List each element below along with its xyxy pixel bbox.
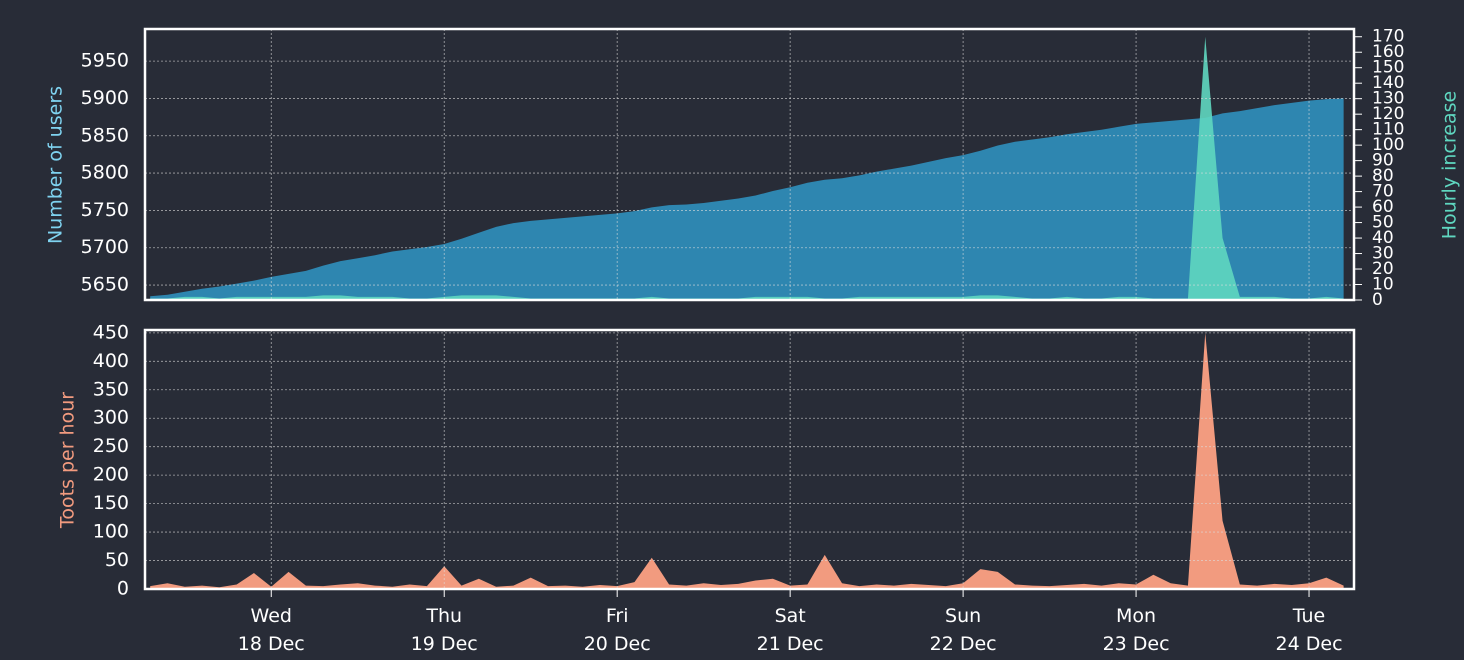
y2-tick-label: 90: [1372, 151, 1394, 171]
x-tick-label: Tue 24 Dec: [1276, 605, 1343, 655]
y2-tick-label: 150: [1372, 58, 1404, 78]
y2-tick-label: 40: [1372, 228, 1394, 248]
y2-tick-label: 130: [1372, 89, 1404, 109]
y2-axis-label: Hourly increase: [1439, 91, 1461, 239]
y-tick-label: 450: [93, 321, 129, 343]
y2-tick-label: 110: [1372, 120, 1404, 140]
y2-tick-label: 30: [1372, 244, 1394, 264]
y-tick-label: 200: [93, 464, 129, 486]
y2-tick-label: 80: [1372, 166, 1394, 186]
y2-tick-label: 0: [1372, 290, 1383, 310]
y-tick-label: 5650: [81, 274, 129, 296]
y2-tick-label: 160: [1372, 42, 1404, 62]
y-tick-label: 5850: [81, 124, 129, 146]
x-tick-label: Fri 20 Dec: [584, 605, 651, 655]
y2-tick-label: 100: [1372, 135, 1404, 155]
y2-tick-label: 60: [1372, 197, 1394, 217]
y-axis-label: Number of users: [45, 86, 67, 244]
y-tick-label: 250: [93, 435, 129, 457]
x-tick-label: Thu 19 Dec: [411, 605, 478, 655]
y-axis-label: Toots per hour: [57, 392, 79, 529]
y-tick-label: 100: [93, 521, 129, 543]
y-tick-label: 350: [93, 378, 129, 400]
y-tick-label: 5700: [81, 236, 129, 258]
y2-tick-label: 140: [1372, 73, 1404, 93]
y-tick-label: 150: [93, 492, 129, 514]
y2-tick-label: 120: [1372, 104, 1404, 124]
y-tick-label: 50: [105, 549, 129, 571]
x-tick-label: Sun 22 Dec: [930, 605, 997, 655]
y-tick-label: 5900: [81, 87, 129, 109]
y2-tick-label: 170: [1372, 27, 1404, 47]
plot-frame: [143, 27, 1356, 302]
y2-tick-label: 20: [1372, 259, 1394, 279]
x-tick-label: Mon 23 Dec: [1103, 605, 1170, 655]
area: [150, 332, 1344, 589]
y-tick-label: 0: [117, 578, 129, 600]
x-tick-label: Sat 21 Dec: [757, 605, 824, 655]
y-tick-label: 5950: [81, 50, 129, 72]
y-tick-label: 400: [93, 350, 129, 372]
y-tick-label: 5800: [81, 162, 129, 184]
y-tick-label: 5750: [81, 199, 129, 221]
y2-tick-label: 50: [1372, 213, 1394, 233]
area: [150, 36, 1344, 300]
y2-tick-label: 10: [1372, 275, 1394, 295]
plot-frame: [143, 328, 1356, 591]
area: [150, 98, 1344, 300]
x-tick-label: Wed 18 Dec: [238, 605, 305, 655]
y2-tick-label: 70: [1372, 182, 1394, 202]
y-tick-label: 300: [93, 407, 129, 429]
